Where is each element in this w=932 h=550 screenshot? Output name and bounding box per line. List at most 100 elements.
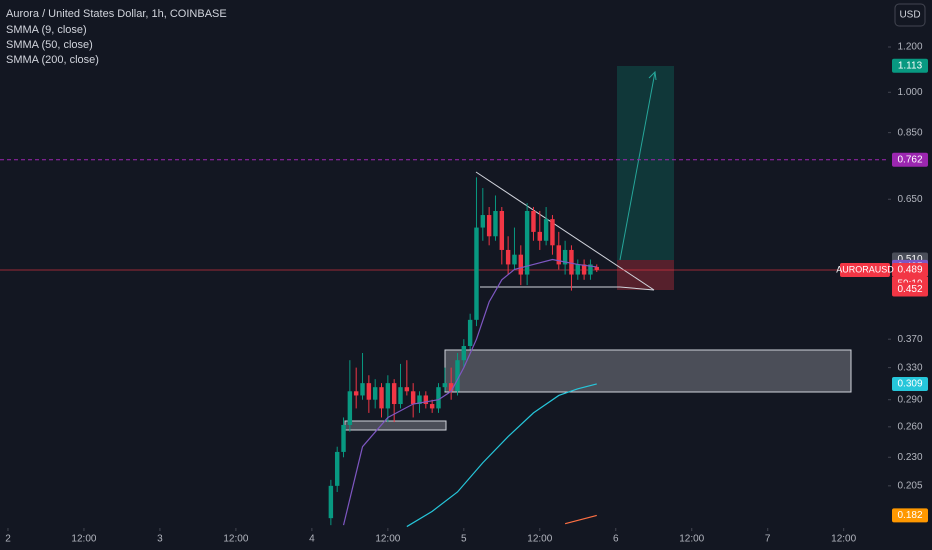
candle-body	[328, 485, 334, 519]
y-tick-label: 0.330	[897, 362, 922, 373]
x-tick-label: 7	[765, 534, 771, 545]
candle-body	[417, 395, 422, 405]
candle-body	[594, 266, 599, 270]
y-tick-label: 1.200	[897, 42, 922, 53]
y-tick-label: 0.650	[897, 194, 922, 205]
price-badge-label: 0.452	[897, 284, 922, 295]
y-tick-label: 0.260	[897, 421, 922, 432]
candle-body	[353, 391, 359, 396]
candle-body	[379, 387, 384, 409]
y-tick-label: 0.290	[897, 394, 922, 405]
candle-body	[575, 264, 580, 275]
price-badge-label: 0.309	[897, 379, 922, 390]
plot	[0, 159, 888, 528]
price-badge-label: 0.182	[897, 510, 922, 521]
zone	[344, 420, 447, 431]
candle-body	[341, 424, 346, 452]
candle-body	[474, 227, 479, 320]
time-axis	[0, 528, 932, 550]
arrow	[619, 71, 656, 261]
candle-body	[334, 451, 340, 486]
x-tick-label: 12:00	[375, 534, 400, 545]
candle-body	[455, 360, 460, 392]
candle-body	[461, 346, 467, 361]
x-tick-label: 12:00	[527, 534, 552, 545]
price-badge	[892, 58, 928, 73]
candle-body	[436, 387, 441, 409]
x-tick-label: 12:00	[71, 534, 96, 545]
candle-body	[372, 387, 378, 400]
price-badge	[892, 262, 928, 277]
x-tick-label: 3	[157, 534, 163, 545]
candle-body	[486, 215, 492, 237]
price-badge-label: 0.489	[897, 265, 922, 276]
candle-body	[347, 391, 353, 425]
candle-body	[543, 219, 549, 241]
candle-body	[442, 383, 448, 388]
legend: Aurora / United States Dollar, 1h, COINB…	[6, 8, 227, 66]
x-tick-label: 6	[613, 534, 619, 545]
stop-box	[617, 260, 674, 290]
candle-body	[569, 249, 574, 275]
price-badge	[892, 152, 928, 167]
x-tick-label: 12:00	[831, 534, 856, 545]
symbol-label: AURORAUSD	[836, 264, 894, 274]
candle-body	[366, 383, 372, 400]
price-badge-label: 0.762	[897, 154, 922, 165]
indicator-line	[564, 514, 597, 525]
candle-body	[404, 387, 410, 392]
price-badge	[892, 282, 928, 297]
candle-body	[448, 383, 454, 392]
price-badge-label: 1.113	[898, 60, 923, 71]
axes: 1.200 1.000 0.850 0.650 0.370 0.330 0.290 0.260…	[5, 42, 928, 545]
trend-line	[619, 286, 655, 291]
x-tick-label: 12:00	[223, 534, 248, 545]
x-tick-label: 2	[5, 534, 11, 545]
price-badge	[892, 508, 928, 523]
price-badge	[892, 376, 928, 391]
legend-entry: SMMA (9, close)	[6, 24, 87, 36]
legend-entry: SMMA (50, close)	[6, 39, 93, 51]
candle-body	[505, 249, 511, 265]
candle-body	[499, 210, 505, 250]
candle-body	[518, 254, 524, 275]
candle-body	[556, 245, 561, 265]
candle-body	[410, 391, 416, 405]
y-tick-label: 0.370	[897, 334, 922, 345]
x-tick-label: 4	[309, 534, 315, 545]
candle-body	[493, 210, 498, 237]
candle-body	[385, 383, 391, 409]
price-badge-label: 0.510	[897, 254, 922, 265]
candle-body	[550, 219, 555, 246]
legend-entry: SMMA (200, close)	[6, 54, 99, 66]
y-tick-label: 0.205	[897, 480, 922, 491]
candle-body	[423, 395, 429, 405]
indicator-line	[406, 383, 597, 528]
candle-body	[562, 249, 568, 265]
arrow-head	[648, 70, 657, 81]
currency: USD	[899, 10, 920, 21]
y-tick-label: 1.000	[897, 87, 922, 98]
candle-body	[512, 254, 517, 265]
candle-body	[429, 404, 435, 409]
candle-body	[537, 231, 543, 241]
y-tick-label: 0.850	[897, 127, 922, 138]
candle-body	[360, 383, 365, 396]
candle-body	[391, 383, 397, 405]
candle-body	[480, 215, 486, 228]
candle-body	[467, 319, 473, 347]
indicator-line	[342, 258, 597, 526]
chart-title: Aurora / United States Dollar, 1h, COINB…	[6, 8, 227, 20]
candle-body	[581, 264, 587, 275]
x-tick-label: 5	[461, 534, 467, 545]
y-tick-label: 0.230	[897, 452, 922, 463]
candle-body	[588, 264, 593, 275]
candle-body	[524, 210, 530, 275]
candle-body	[398, 387, 403, 405]
x-tick-label: 12:00	[679, 534, 704, 545]
symbol-badge	[840, 262, 890, 277]
currency-button[interactable]	[894, 3, 926, 27]
zone	[444, 349, 852, 393]
